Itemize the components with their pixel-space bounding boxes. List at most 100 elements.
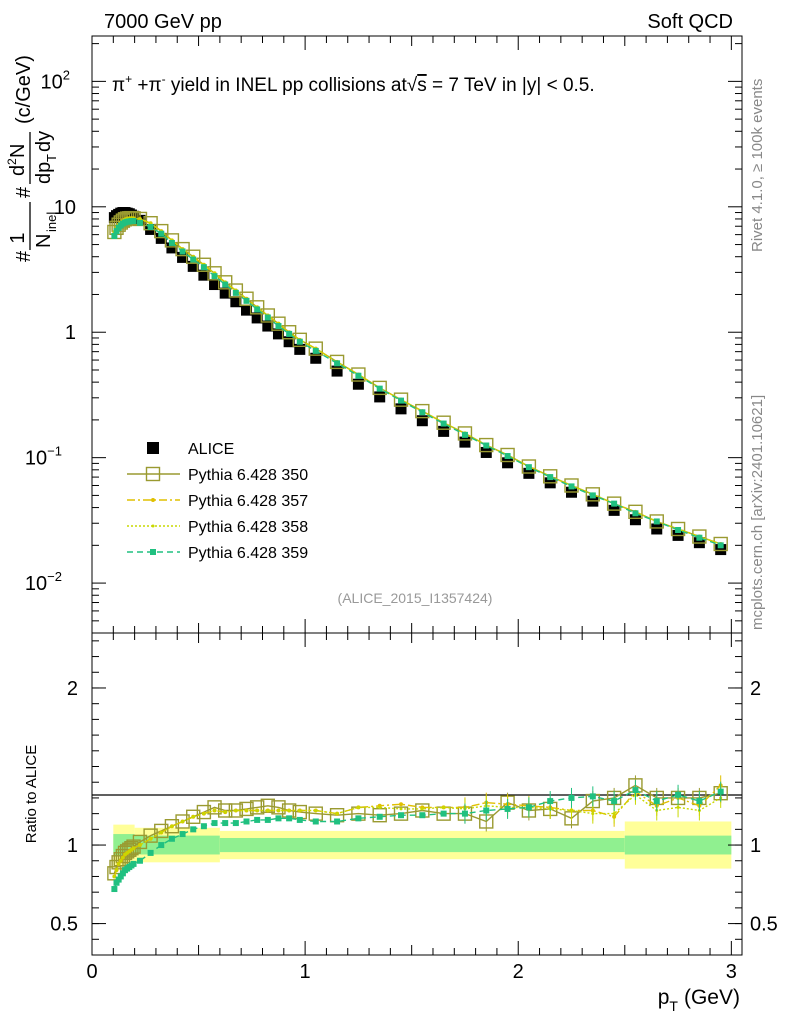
point-p359: [440, 420, 447, 427]
point-data: [198, 269, 210, 281]
point-data: [219, 287, 231, 299]
point-p359: [222, 281, 229, 288]
point-p350: [186, 249, 201, 264]
ratio-point-p359: [243, 818, 250, 825]
point-data: [374, 391, 386, 403]
ratio-point-p359: [158, 842, 165, 849]
ratio-point-p359: [675, 791, 682, 798]
ratio-point-p350: [207, 800, 222, 815]
point-data: [459, 436, 471, 448]
ratio-point-p359: [334, 818, 341, 825]
ratio-point-p350: [122, 842, 137, 857]
y-tick-label: 102: [41, 67, 70, 93]
ratio-point-p358: [138, 843, 142, 847]
point-p359: [147, 224, 154, 231]
point-data: [251, 312, 263, 324]
legend-label: Pythia 6.428 357: [188, 493, 308, 510]
point-p359: [136, 219, 143, 226]
ratio-point-p350: [249, 800, 265, 815]
point-p359: [158, 230, 165, 237]
header-right: Soft QCD: [647, 11, 733, 33]
point-data: [262, 320, 274, 332]
ratio-point-p358: [356, 805, 360, 809]
ratio-point-p359: [222, 820, 229, 827]
svg-text:#: #: [13, 250, 35, 262]
point-data: [416, 415, 428, 427]
ratio-point-p359: [696, 798, 703, 805]
point-data: [187, 260, 199, 272]
ratio-point-p357: [399, 802, 404, 807]
point-p359: [589, 492, 596, 499]
point-p350: [329, 354, 345, 370]
point-p359: [312, 347, 319, 354]
ratio-point-p359: [147, 849, 154, 856]
ratio-point-p358: [287, 808, 291, 812]
uncertainty-band-inner: [219, 837, 625, 853]
point-p359: [525, 464, 532, 471]
point-p359: [264, 314, 271, 321]
point-p350: [692, 529, 707, 544]
point-p350: [281, 325, 297, 340]
ratio-plot-panel: 0.5 0.5 1 1 2 2 0 1 2 3: [50, 632, 778, 983]
point-p350: [628, 504, 643, 520]
ratio-point-p359: [312, 818, 319, 825]
point-data: [352, 378, 364, 390]
point-p359: [653, 518, 660, 525]
rivet-label: Rivet 4.1.0, ≥ 100k events: [749, 79, 766, 252]
ratio-y-tick-label-right: 1: [750, 835, 761, 857]
main-plot-frame: [91, 35, 743, 634]
x-tick-label: 1: [300, 961, 311, 983]
ratio-point-p358: [570, 808, 574, 812]
point-data: [241, 304, 253, 316]
x-tick-label: 2: [513, 961, 524, 983]
point-p350: [175, 241, 190, 257]
ratio-point-p350: [175, 814, 190, 829]
point-p350: [393, 392, 409, 407]
ratio-point-p358: [213, 808, 217, 812]
point-p359: [398, 397, 405, 404]
ratio-point-p359: [632, 787, 639, 794]
main-plot-panel: 10−2 10−1 1 10 102: [25, 35, 743, 634]
y-tick-label: 1: [65, 322, 76, 344]
x-axis-label: pT (GeV): [658, 986, 740, 1014]
ratio-point-p358: [591, 812, 595, 816]
ratio-point-p359: [525, 804, 532, 811]
point-p350: [479, 437, 494, 453]
ratio-point-p358: [191, 815, 195, 819]
ratio-y-tick-label: 0.5: [50, 914, 78, 936]
ratio-point-p358: [335, 812, 339, 816]
ratio-point-p359: [111, 886, 118, 893]
ratio-point-p359: [232, 820, 239, 827]
point-p350: [670, 521, 686, 537]
point-p359: [568, 483, 575, 490]
svg-text:dp: dp: [33, 162, 55, 184]
point-data: [294, 343, 306, 355]
svg-text:inel: inel: [44, 212, 59, 232]
point-data: [166, 242, 178, 254]
point-p350: [436, 415, 451, 430]
main-y-axis-label: # 1 N inel # d 2 N dp T dy (c/GeV): [5, 55, 59, 262]
point-data: [480, 446, 492, 458]
point-p350: [292, 332, 307, 348]
point-data: [155, 232, 167, 244]
point-p350: [500, 447, 515, 463]
point-data: [715, 544, 727, 556]
ratio-point-p359: [296, 816, 303, 823]
ratio-point-p350: [164, 819, 180, 834]
ratio-y-tick-label: 1: [67, 835, 78, 857]
ratio-y-tick-label-right: 2: [750, 678, 761, 700]
ratio-point-p358: [123, 852, 127, 856]
point-p350: [154, 223, 169, 239]
uncertainty-band-inner: [624, 835, 732, 855]
svg-text:N: N: [33, 234, 55, 248]
point-p350: [585, 487, 601, 502]
ratio-point-p359: [398, 812, 405, 819]
ratio-point-p358: [442, 805, 446, 809]
svg-text:dy: dy: [33, 131, 55, 152]
svg-text:N: N: [7, 144, 29, 158]
y-tick-label: 10−2: [25, 569, 62, 595]
point-p359: [200, 264, 207, 271]
point-p350: [217, 275, 233, 290]
point-p350: [415, 403, 430, 419]
svg-text:T: T: [44, 154, 59, 162]
